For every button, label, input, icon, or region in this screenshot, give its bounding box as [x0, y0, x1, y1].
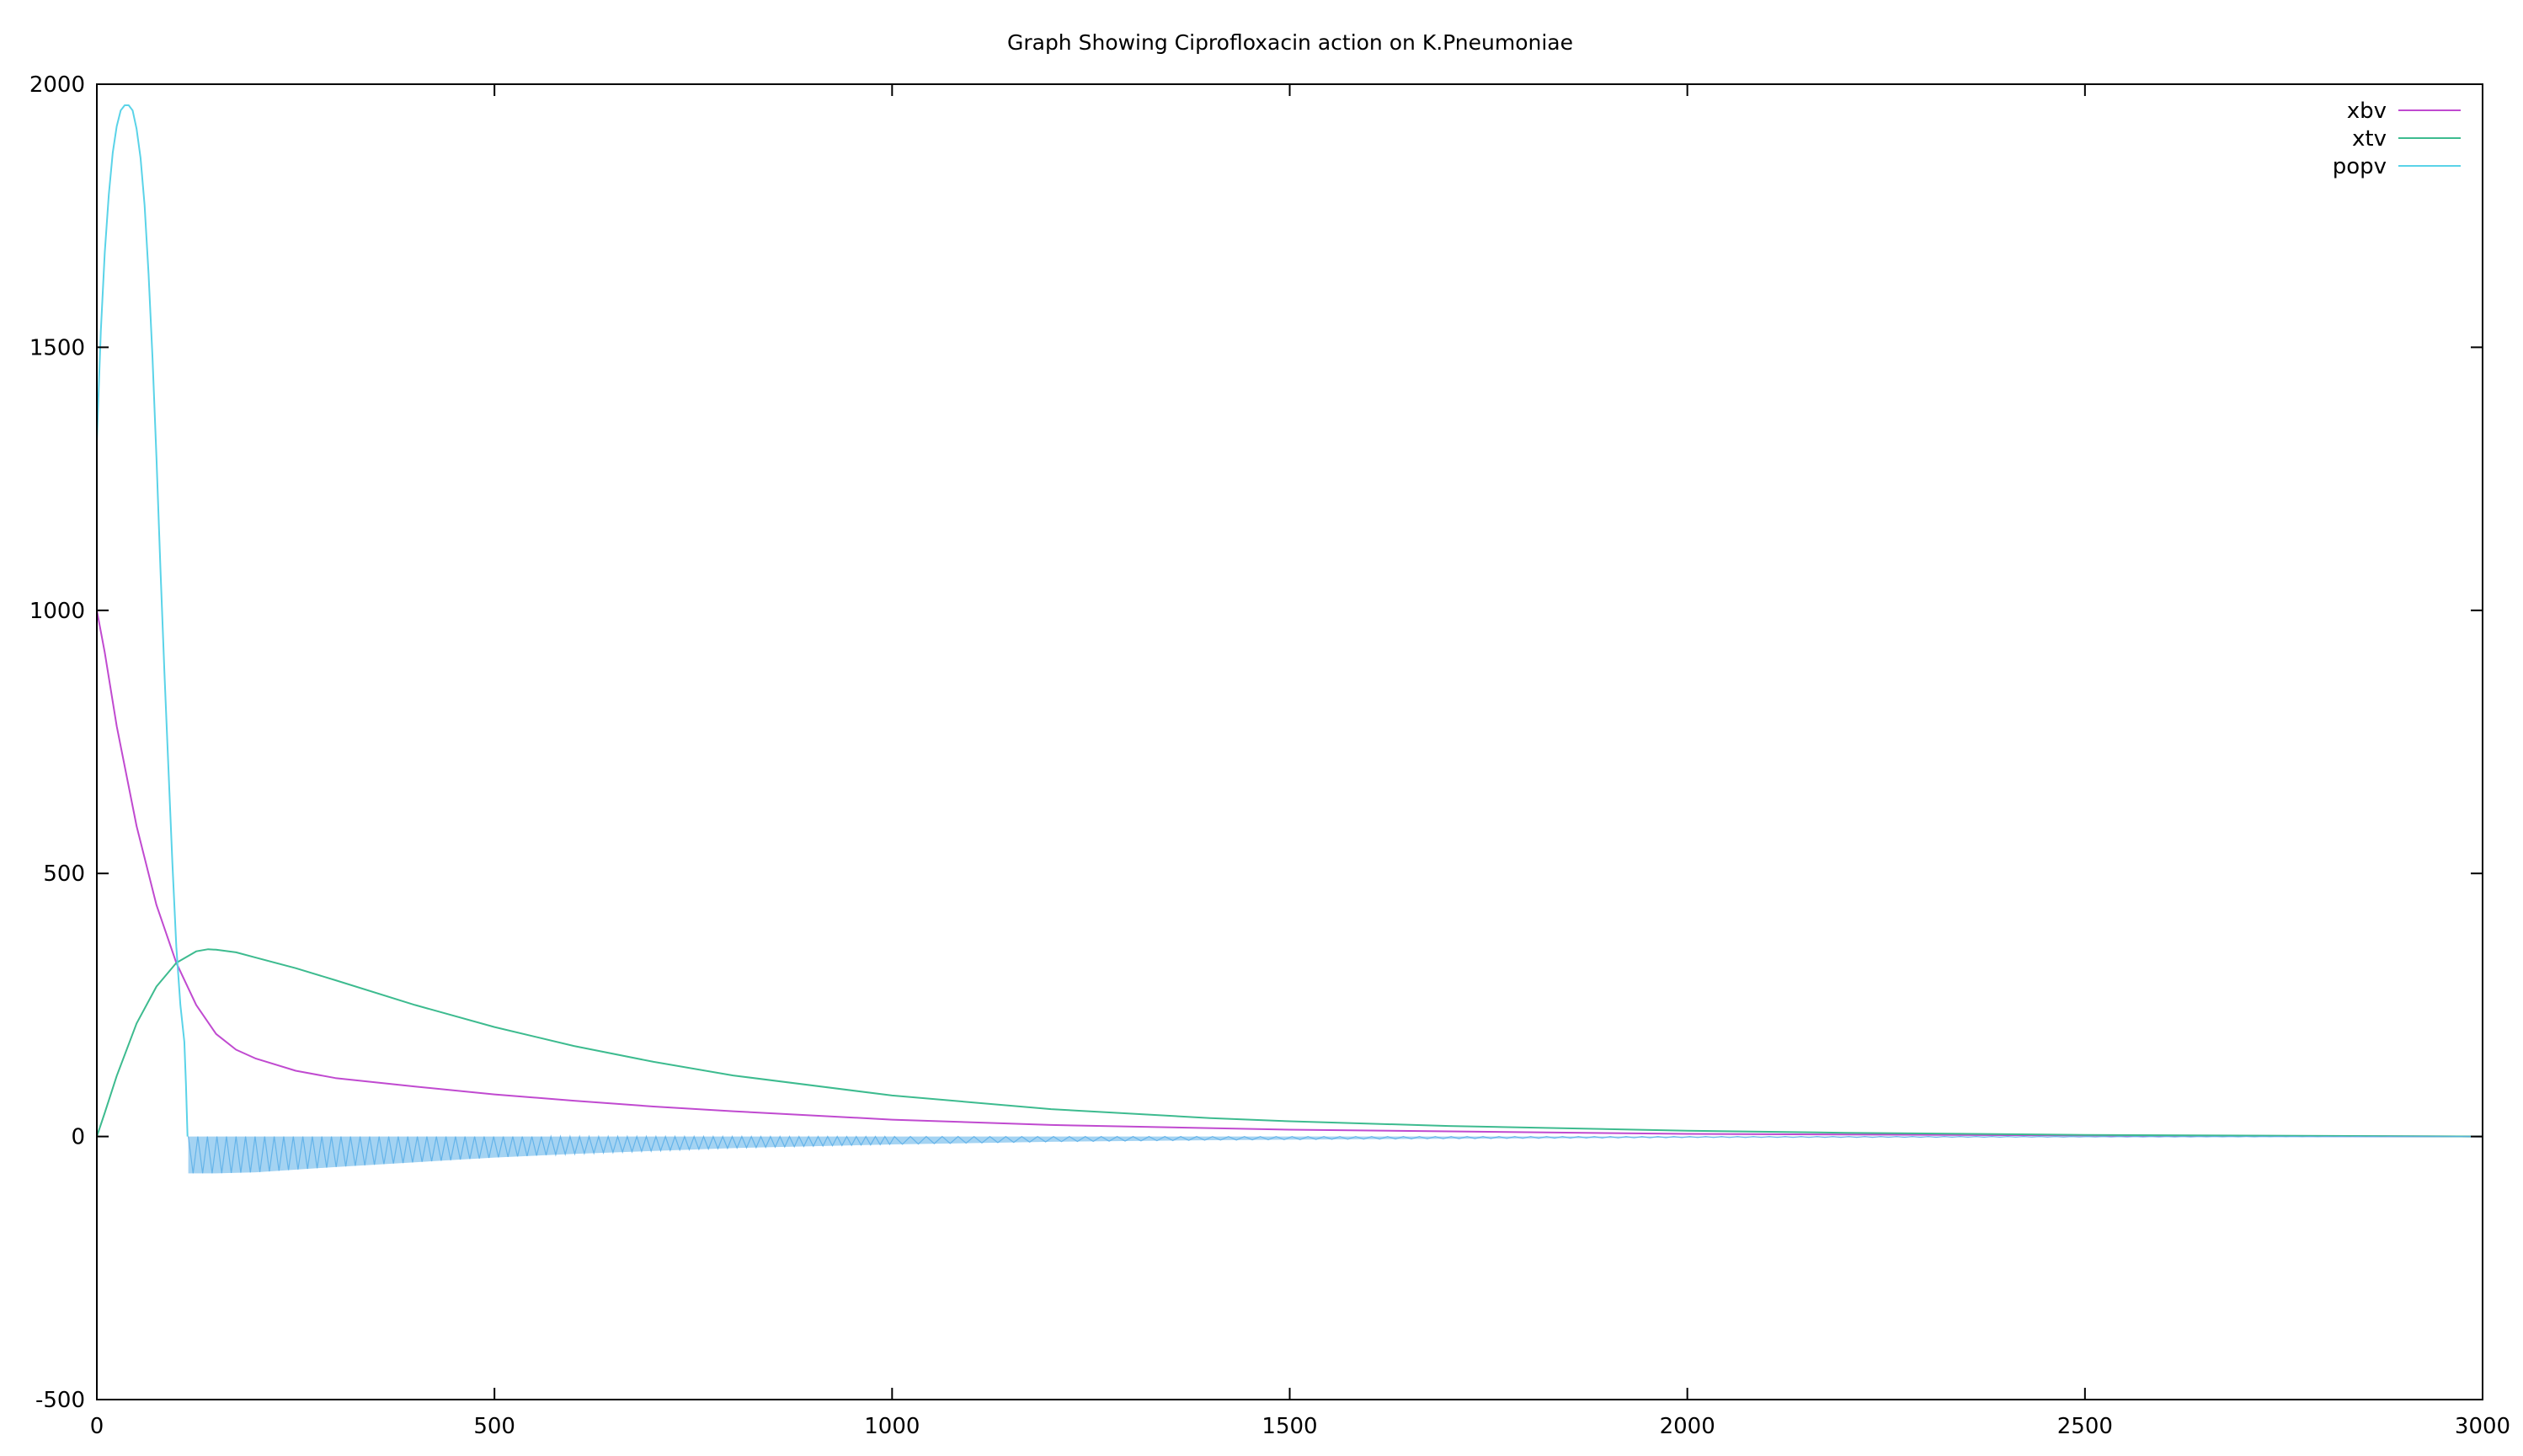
x-tick-label: 2000	[1660, 1414, 1715, 1439]
legend-label-xbv: xbv	[2347, 99, 2387, 124]
plot-frame	[96, 83, 2483, 1400]
y-tick-label: 1500	[29, 335, 85, 360]
series-band-popv-oscillation	[188, 1134, 2478, 1174]
legend-label-popv: popv	[2333, 154, 2387, 179]
series-layer	[96, 104, 2483, 1174]
series-line-xtv	[96, 948, 2483, 1138]
chart-title: Graph Showing Ciprofloxacin action on K.…	[1007, 30, 1573, 55]
tick-layer: 0 500 1000 1500 2000 2500 3000-500050010001500…	[29, 72, 2510, 1439]
y-tick-label: -500	[35, 1388, 85, 1413]
legend-label-xtv: xtv	[2352, 126, 2387, 152]
series-line-popv	[96, 104, 189, 1137]
x-tick-label: 1500	[1262, 1414, 1317, 1439]
y-tick-label: 2000	[29, 72, 85, 98]
series-line-xbv	[96, 610, 2483, 1138]
x-tick-label: 2500	[2057, 1414, 2113, 1439]
x-tick-label: 1000	[864, 1414, 920, 1439]
x-tick-label: 3000	[2455, 1414, 2510, 1439]
x-tick-label: 0	[90, 1414, 104, 1439]
y-tick-label: 500	[43, 861, 85, 887]
series-band-popv-fill	[188, 1136, 2483, 1174]
x-tick-label: 500	[473, 1414, 515, 1439]
y-tick-label: 0	[71, 1125, 85, 1150]
y-tick-label: 1000	[29, 599, 85, 624]
